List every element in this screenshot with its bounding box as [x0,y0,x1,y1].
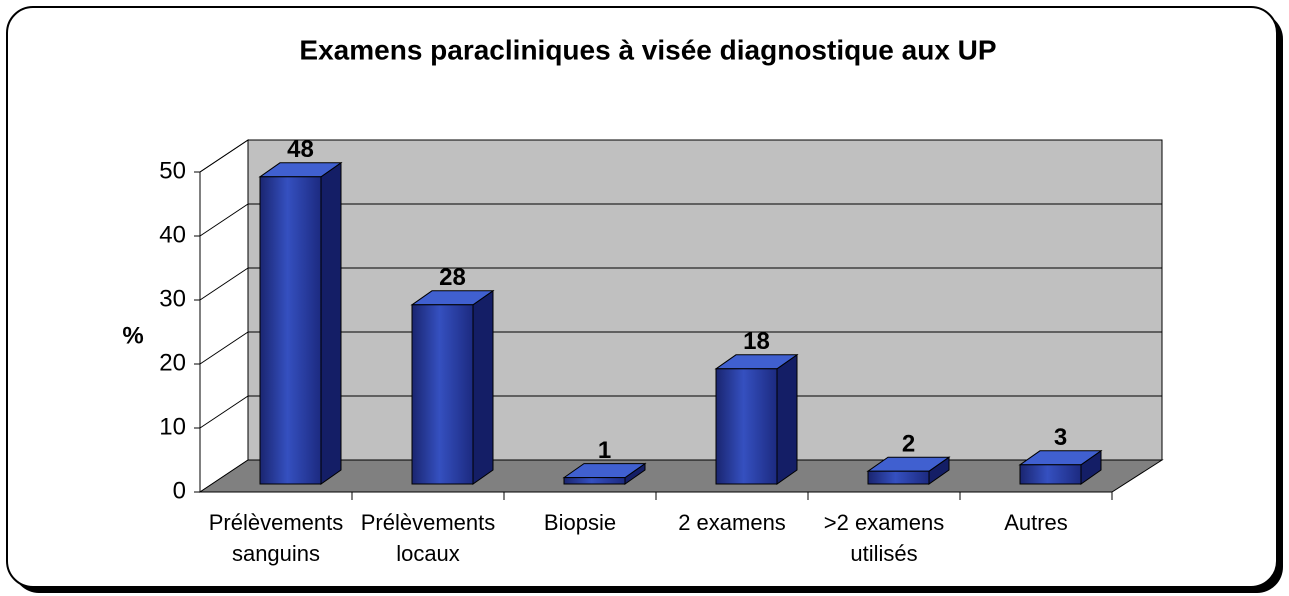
x-tick-label: Biopsie [543,510,617,535]
grid-line [199,139,249,173]
bar [866,456,951,485]
floor [198,459,1164,493]
bar [258,161,343,485]
y-tick-label: 30 [159,285,186,312]
y-tick-label: 20 [159,349,186,376]
x-tick-label: Prélèvements sanguins [208,510,344,566]
x-tick-label: Autres [1004,510,1068,535]
bar-front [563,477,626,485]
bar-front [867,470,930,485]
data-label: 2 [902,431,915,458]
grid-line [199,395,249,429]
y-tick-label: 10 [159,413,186,440]
y-tick-label: 0 [173,477,186,504]
grid-line [199,267,249,301]
y-tick-label: 50 [159,157,186,184]
data-label: 18 [743,328,770,355]
x-tick-label: 2 examens [678,510,786,535]
bar [410,289,495,485]
data-label: 3 [1054,424,1067,451]
bar-front [259,176,322,485]
bar-side [320,161,342,485]
grid-line [199,331,249,365]
data-label: 48 [287,136,314,163]
data-label: 1 [598,437,611,464]
bar-side [472,289,494,485]
side-wall [199,139,249,493]
back-wall [247,139,1163,461]
y-tick-label: 40 [159,221,186,248]
bar-front [411,304,474,485]
grid-line [199,203,249,237]
bar [714,353,799,485]
x-tick-label: >2 examens utilisés [823,510,945,566]
bar-front [1019,464,1082,485]
bar-front [715,368,778,485]
data-label: 28 [439,264,466,291]
x-tick-label: Prélèvements locaux [360,510,496,566]
bar [562,462,647,485]
bar-side [776,353,798,485]
y-axis-label: % [122,322,143,349]
chart-title: Examens paracliniques à visée diagnostiq… [299,34,996,65]
bar [1018,449,1103,485]
